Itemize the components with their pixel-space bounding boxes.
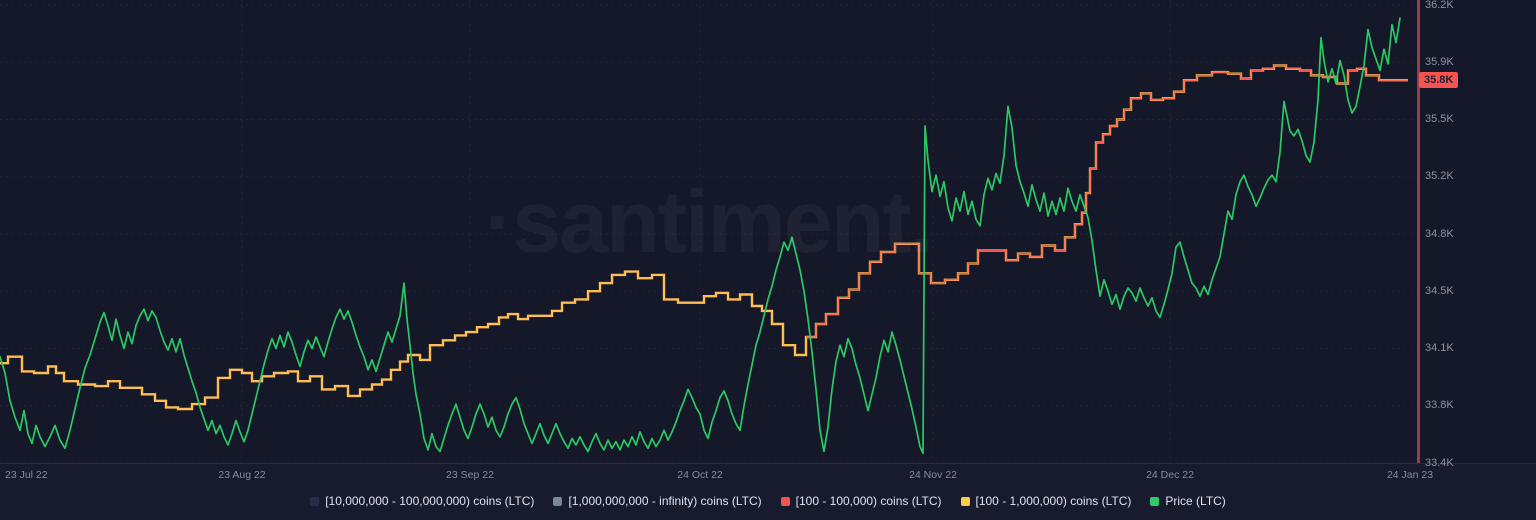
x-axis[interactable]: 23 Jul 22 23 Aug 22 23 Sep 22 24 Oct 22 24 N…	[0, 463, 1536, 487]
legend-marker-price-ltc	[1150, 496, 1160, 506]
price-line[interactable]	[0, 17, 1401, 455]
x-tick-label: 23 Sep 22	[446, 469, 494, 481]
x-tick-label: 24 Nov 22	[909, 469, 957, 481]
legend-item-coins-100-1m[interactable]: [100 - 1,000,000) coins (LTC)	[960, 494, 1132, 508]
legend-marker-coins-1b-inf	[553, 496, 563, 506]
x-tick-label: 23 Jul 22	[5, 469, 48, 481]
y-axis-line	[1417, 0, 1420, 463]
legend-label: [1,000,000,000 - infinity) coins (LTC)	[568, 494, 762, 508]
y-axis[interactable]: 36.2K 35.9K 35.5K 35.2K 34.8K 34.5K 34.1K 33.8K…	[1417, 0, 1536, 469]
x-tick-label: 24 Dec 22	[1146, 469, 1194, 481]
y-tick-label: 34.1K	[1425, 342, 1454, 354]
chart-plot-area[interactable]	[0, 0, 1417, 463]
coins-100-100k-line[interactable]	[806, 64, 1408, 338]
y-tick-label: 33.8K	[1425, 399, 1454, 412]
y-tick-label: 34.5K	[1425, 284, 1454, 297]
coins-100-1m-line[interactable]	[0, 64, 1408, 411]
legend-item-coins-10m-100m[interactable]: [10,000,000 - 100,000,000) coins (LTC)	[310, 494, 534, 508]
legend-item-price-ltc[interactable]: Price (LTC)	[1150, 494, 1226, 508]
x-tick-label: 24 Jan 23	[1386, 469, 1434, 481]
y-tick-label: 35.2K	[1425, 170, 1454, 183]
legend-item-coins-1b-inf[interactable]: [1,000,000,000 - infinity) coins (LTC)	[553, 494, 762, 508]
y-tick-label: 34.8K	[1425, 227, 1454, 240]
legend-label: [10,000,000 - 100,000,000) coins (LTC)	[325, 494, 535, 508]
bottom-band	[0, 463, 1536, 520]
legend-item-coins-100-100k[interactable]: [100 - 100,000) coins (LTC)	[780, 494, 942, 508]
legend-marker-coins-100-1m	[960, 496, 970, 506]
y-tick-label: 36.2K	[1425, 0, 1454, 11]
legend-marker-coins-10m-100m	[310, 496, 320, 506]
last-value-badge: 35.8K	[1419, 71, 1459, 88]
x-tick-label: 24 Oct 22	[677, 469, 723, 481]
legend-label: Price (LTC)	[1165, 494, 1226, 508]
legend-label: [100 - 100,000) coins (LTC)	[795, 494, 942, 508]
x-tick-label: 23 Aug 22	[218, 469, 266, 481]
legend: [10,000,000 - 100,000,000) coins (LTC) [1…	[0, 488, 1536, 514]
legend-marker-coins-100-100k	[780, 496, 790, 506]
y-tick-label: 33.4K	[1425, 456, 1454, 469]
y-tick-label: 35.9K	[1425, 55, 1454, 68]
y-tick-label: 35.5K	[1425, 113, 1454, 125]
chart-canvas[interactable]: ·santiment.	[0, 0, 1417, 463]
legend-label: [100 - 1,000,000) coins (LTC)	[975, 494, 1132, 508]
x-axis-separator	[0, 463, 1536, 464]
